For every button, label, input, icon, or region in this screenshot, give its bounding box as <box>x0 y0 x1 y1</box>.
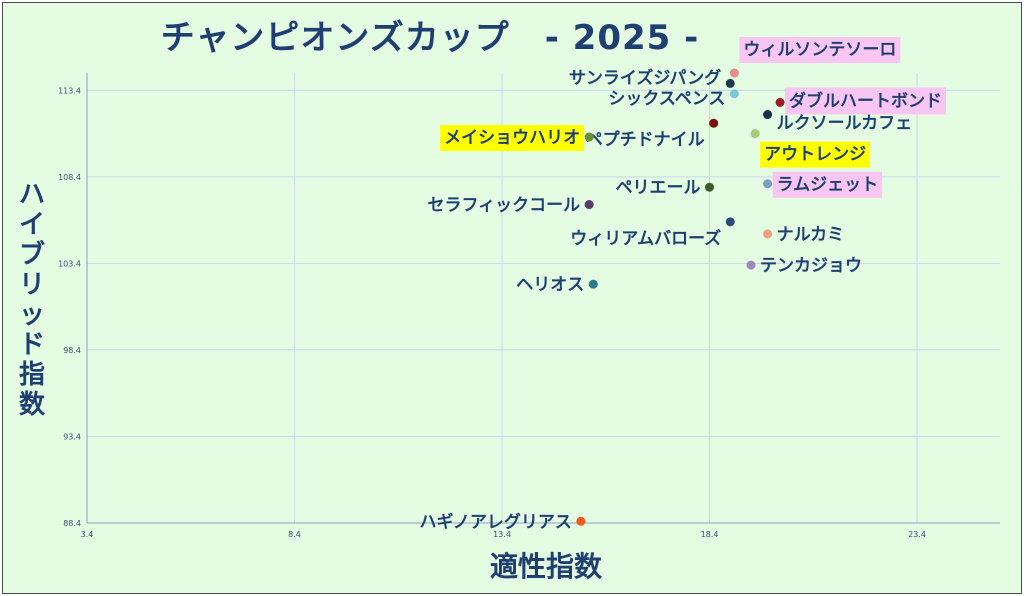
x-tick-label: 18.4 <box>701 530 719 539</box>
point-label: ペリエール <box>616 178 701 198</box>
data-point <box>746 260 756 270</box>
data-point <box>576 516 586 526</box>
point-label: ナルカミ <box>777 225 845 245</box>
point-label: ペプチドナイル <box>586 129 705 150</box>
x-tick-label: 3.4 <box>81 530 94 539</box>
point-label: ウィルソンテソーロ <box>743 40 896 60</box>
label-highlight <box>440 125 585 152</box>
y-tick-label: 93.4 <box>63 432 81 441</box>
y-tick-label: 113.4 <box>58 86 81 95</box>
x-axis-label: 適性指数 <box>489 550 602 583</box>
data-point <box>725 78 735 88</box>
data-point <box>775 97 785 107</box>
data-point <box>763 229 773 239</box>
data-point <box>725 217 735 227</box>
label-highlight <box>760 141 871 168</box>
chart-title: チャンピオンズカップ - 2025 - <box>160 18 700 58</box>
y-tick-label: 98.4 <box>63 346 81 355</box>
data-point <box>763 110 773 120</box>
point-label: ダブルハートボンド <box>789 90 942 111</box>
point-label: ヘリオス <box>516 275 584 295</box>
data-point <box>584 132 594 142</box>
data-point <box>584 200 594 210</box>
x-tick-label: 13.4 <box>493 530 511 539</box>
point-label: ハギノアレグリアス <box>420 511 572 532</box>
label-highlight <box>785 87 947 115</box>
data-point <box>763 179 773 189</box>
point-label: セラフィックコール <box>427 196 580 216</box>
point-label: アウトレンジ <box>764 145 866 165</box>
y-tick-label: 103.4 <box>58 259 81 268</box>
y-tick-label: 88.4 <box>63 519 81 528</box>
point-label: ラムジェット <box>777 175 879 195</box>
x-tick-label: 8.4 <box>288 530 301 539</box>
data-point <box>588 279 598 289</box>
label-highlight <box>772 171 883 198</box>
y-axis-label: ハイブリッド指数 <box>18 180 45 420</box>
point-label: シックスペンス <box>608 89 725 109</box>
point-label: ルクソールカフェ <box>777 114 913 134</box>
y-tick-label: 108.4 <box>58 173 81 182</box>
data-point <box>729 89 739 99</box>
point-label: ウィリアムバローズ <box>570 228 721 249</box>
data-point <box>705 182 714 192</box>
data-point <box>750 129 760 139</box>
x-tick-label: 23.4 <box>908 530 926 539</box>
data-point <box>709 118 719 128</box>
label-highlight <box>739 37 901 63</box>
point-label: テンカジョウ <box>760 256 862 276</box>
point-label: メイショウハリオ <box>444 128 580 148</box>
point-label: サンライズジパング <box>569 67 721 88</box>
data-point <box>729 68 739 78</box>
